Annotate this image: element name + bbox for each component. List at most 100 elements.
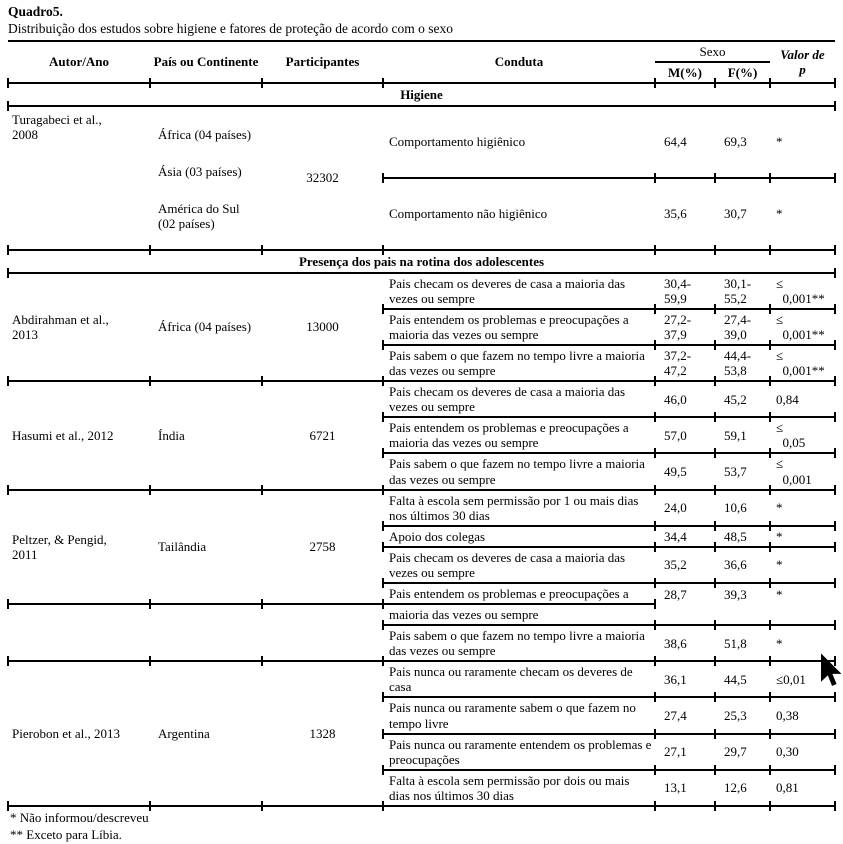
- cell-conduct: Pais entendem os problemas e preocupaçõe…: [382, 308, 655, 350]
- col-header-participants: Participantes: [261, 39, 383, 90]
- col-header-conduct: Conduta: [382, 39, 655, 90]
- cell-conduct: Pais entendem os problemas e preocupaçõe…: [382, 417, 655, 458]
- cell-female-value: 44,4- 53,8: [714, 345, 770, 386]
- cell-female-value: 44,5: [714, 661, 770, 702]
- header-row-2: M(%) F(%): [8, 61, 835, 87]
- cell-male-value: 35,2: [654, 546, 715, 588]
- cell-conduct: Pais sabem o que fazem no tempo livre a …: [382, 625, 655, 666]
- cell-country: África (04 países) Ásia (03 países) Amér…: [149, 105, 262, 254]
- cell-male-value: 35,6: [654, 177, 715, 254]
- cell-female-value: 29,7: [714, 733, 770, 774]
- cell-conduct: Pais nunca ou raramente sabem o que faze…: [382, 697, 655, 738]
- cell-author: Peltzer, & Pengid, 2011: [7, 489, 150, 609]
- cell-female-value: 45,2: [714, 381, 770, 422]
- table-row: maioria das vezes ou sempre: [7, 604, 836, 666]
- cell-conduct: maioria das vezes ou sempre: [382, 604, 655, 630]
- cell-conduct: Pais checam os deveres de casa a maioria…: [382, 381, 655, 422]
- cell-pvalue: 0,38: [769, 697, 836, 738]
- cell-male-value: 36,1: [654, 661, 715, 702]
- col-header-country: País ou Continente: [149, 39, 262, 90]
- cell-pvalue: ≤ 0,001**: [769, 272, 836, 314]
- col-header-female: F(%): [714, 61, 770, 87]
- cell-female-value: 10,6: [714, 489, 770, 530]
- cell-conduct: Falta à escola sem permissão por 1 ou ma…: [382, 489, 655, 530]
- cell-male-value: 27,2- 37,9: [654, 308, 715, 350]
- table-row: Pais checam os deveres de casa a maioria…: [8, 546, 836, 588]
- col-header-sex: Sexo: [655, 39, 770, 63]
- cell-male-value: 49,5: [654, 453, 715, 494]
- header-row-1: Autor/Ano País ou Continente Participant…: [7, 39, 836, 90]
- cell-male-value: 24,0: [654, 489, 715, 530]
- cell-male-value: 38,6: [654, 625, 715, 666]
- cell-author: Abdirahman et al., 2013: [7, 272, 150, 386]
- cell-male-value: 13,1: [654, 769, 715, 811]
- cell-pvalue: *: [769, 546, 836, 588]
- cell-female-value: 59,1: [714, 417, 770, 458]
- cell-pvalue: ≤ 0,001**: [769, 345, 836, 386]
- table-row: Peltzer, & Pengid, 2011 Tailândia 2758 F…: [7, 489, 836, 609]
- col-header-pvalue-line2: p: [799, 61, 806, 77]
- cell-conduct: Pais nunca ou raramente checam os devere…: [382, 661, 655, 702]
- cell-pvalue: *: [769, 625, 836, 666]
- table-row: Pais entendem os problemas e preocupaçõe…: [8, 417, 836, 458]
- table-row: Pais sabem o que fazem no tempo livre a …: [8, 453, 836, 494]
- table-row: Comportamento não higiênico 35,6 30,7 *: [8, 177, 836, 254]
- cell-male-value: 27,4: [654, 697, 715, 738]
- cell-conduct: Apoio dos colegas: [382, 525, 655, 551]
- cell-conduct: Pais checam os deveres de casa a maioria…: [382, 272, 655, 314]
- cell-author-empty: [7, 604, 150, 666]
- table-row: Pais sabem o que fazem no tempo livre a …: [8, 345, 836, 386]
- col-header-pvalue: Valor de p: [769, 39, 836, 90]
- cell-female-value: 51,8: [714, 625, 770, 666]
- cell-country: África (04 países): [149, 272, 262, 386]
- cell-participants: 13000: [261, 272, 383, 386]
- cell-female-value: 30,7: [714, 177, 770, 254]
- cell-male-value: 34,4: [654, 525, 715, 551]
- footnote: ** Exceto para Líbia.: [10, 826, 122, 842]
- cell-pvalue: *: [769, 105, 836, 182]
- cell-country: Índia: [149, 381, 262, 495]
- cell-pvalue: 0,84: [769, 381, 836, 422]
- table-row: Abdirahman et al., 2013 África (04 paíse…: [7, 272, 836, 386]
- cell-participants: 6721: [261, 381, 383, 495]
- section-label: Higiene: [7, 82, 836, 111]
- cell-participants-empty: [261, 604, 383, 666]
- cell-female-value: 36,6: [714, 546, 770, 588]
- cell-male-value: 28,7: [664, 586, 687, 602]
- cell-female-value: 48,5: [714, 525, 770, 551]
- cell-conduct: Pais nunca ou raramente entendem os prob…: [382, 733, 655, 774]
- cell-female-value: 25,3: [714, 697, 770, 738]
- cell-pvalue: *: [769, 177, 836, 254]
- cell-conduct: Falta à escola sem permissão por dois ou…: [382, 769, 655, 811]
- cell-pvalue: ≤ 0,001: [769, 453, 836, 494]
- cell-conduct: Pais sabem o que fazem no tempo livre a …: [382, 345, 655, 386]
- country-line: América do Sul (02 países): [158, 201, 240, 232]
- cell-country: Argentina: [149, 661, 262, 810]
- cell-participants: 2758: [261, 489, 383, 609]
- cell-male-value: 46,0: [654, 381, 715, 422]
- col-header-male: M(%): [654, 61, 715, 87]
- cell-author: Turagabeci et al., 2008: [7, 105, 150, 254]
- mouse-cursor-icon: [821, 653, 842, 686]
- cell-male-value: [654, 604, 715, 631]
- cell-country: Tailândia: [149, 489, 262, 609]
- cell-pvalue: [769, 604, 836, 631]
- cell-author: Hasumi et al., 2012: [7, 381, 150, 495]
- cell-female-value: 53,7: [714, 453, 770, 494]
- section-row-hygiene: Higiene: [7, 82, 836, 111]
- studies-table: Autor/Ano País ou Continente Participant…: [7, 39, 836, 811]
- footnotes: * Não informou/descreveu ** Exceto para …: [10, 810, 835, 844]
- country-line: Ásia (03 países): [158, 164, 242, 180]
- cell-male-value: 30,4- 59,9: [654, 272, 715, 314]
- table-subtitle: Distribuição dos estudos sobre higiene e…: [8, 20, 453, 36]
- cell-participants: 1328: [261, 661, 383, 810]
- cell-female-value: 30,1- 55,2: [714, 272, 770, 314]
- cell-pvalue: 0,81: [769, 769, 836, 811]
- cell-conduct: Pais entendem os problemas e preocupaçõe…: [382, 583, 656, 609]
- country-line: África (04 países): [158, 127, 252, 143]
- cell-conduct: Comportamento não higiênico: [382, 177, 655, 254]
- table-row: Pais entendem os problemas e preocupaçõe…: [8, 583, 835, 609]
- cell-pvalue: 0,30: [769, 733, 836, 774]
- cell-conduct: Comportamento higiênico: [382, 105, 655, 182]
- cell-female-value: 27,4- 39,0: [714, 308, 770, 350]
